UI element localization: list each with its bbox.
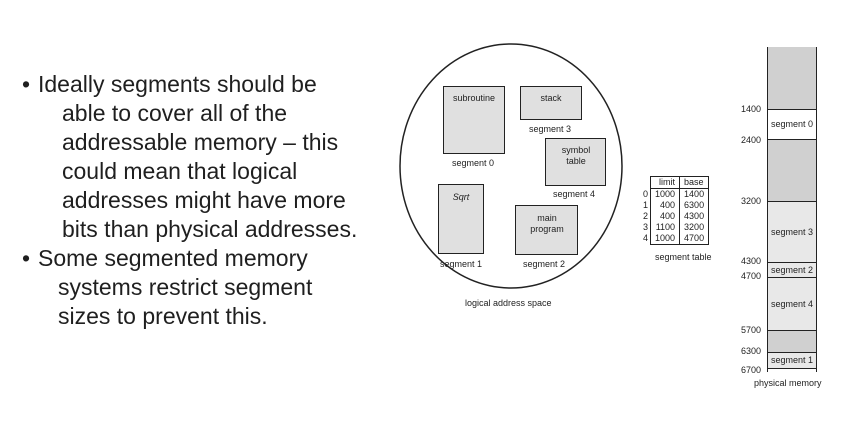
address-label: 4700 (741, 271, 762, 281)
segment-2-caption: segment 2 (523, 259, 566, 269)
bullet-1-line: could mean that logical (62, 158, 298, 184)
memory-divider (768, 330, 816, 331)
bullet-2-line: systems restrict segment (58, 274, 313, 300)
segment-table: limit base 0 1000 1400 1 400 6300 2 400 … (641, 176, 710, 245)
segment-table-row: 4 1000 4700 (641, 233, 710, 245)
logical-address-space-caption: logical address space (465, 298, 552, 308)
bullet-1-line: able to cover all of the (62, 100, 288, 126)
bullet-1-line: addresses might have more (62, 187, 346, 213)
segment-table-caption: segment table (655, 252, 712, 262)
physical-memory-caption: physical memory (754, 378, 822, 388)
segment-table-row: 3 1100 3200 (641, 222, 710, 233)
bullet-list: • Ideally segments should be able to cove… (22, 70, 412, 331)
physical-segment-4: segment 4 (768, 277, 816, 330)
segment-table-row: 2 400 4300 (641, 211, 710, 222)
segment-3-caption: segment 3 (529, 124, 572, 134)
segment-table-header: limit base (641, 176, 710, 189)
bullet-2: • Some segmented memory (22, 245, 308, 271)
physical-segment-1: segment 1 (768, 352, 816, 368)
address-label: 1400 (741, 104, 762, 114)
memory-divider (768, 368, 816, 369)
segment-0-caption: segment 0 (452, 158, 495, 168)
address-label: 5700 (741, 325, 762, 335)
segment-table-row: 1 400 6300 (641, 200, 710, 211)
free-region (768, 139, 816, 201)
memory-divider (768, 201, 816, 202)
memory-divider (768, 109, 816, 110)
memory-divider (768, 352, 816, 353)
stack-box: stack (520, 86, 582, 120)
segment-4-caption: segment 4 (553, 189, 596, 199)
sqrt-box: Sqrt (438, 184, 484, 254)
free-region (768, 330, 816, 352)
logical-address-space-outline (399, 43, 623, 289)
physical-memory: segment 0 segment 3 segment 2 segment 4 … (767, 47, 817, 372)
bullet-1-line: bits than physical addresses. (62, 216, 358, 242)
physical-segment-0: segment 0 (770, 119, 814, 129)
segment-1-caption: segment 1 (440, 259, 483, 269)
memory-divider (768, 262, 816, 263)
segment-table-row: 0 1000 1400 (641, 188, 710, 200)
address-label: 2400 (741, 135, 762, 145)
address-label: 3200 (741, 196, 762, 206)
main-program-box: main program (515, 205, 578, 255)
bullet-2-line: sizes to prevent this. (58, 303, 268, 329)
physical-segment-3: segment 3 (768, 201, 816, 262)
symbol-table-box: symbol table (545, 138, 606, 186)
address-label: 6700 (741, 365, 762, 375)
bullet-1: • Ideally segments should be (22, 71, 317, 97)
memory-divider (768, 277, 816, 278)
physical-segment-2: segment 2 (768, 262, 816, 277)
free-region (768, 47, 816, 109)
address-label: 4300 (741, 256, 762, 266)
address-label: 6300 (741, 346, 762, 356)
bullet-1-line: addressable memory – this (62, 129, 339, 155)
memory-divider (768, 139, 816, 140)
subroutine-box: subroutine (443, 86, 505, 154)
